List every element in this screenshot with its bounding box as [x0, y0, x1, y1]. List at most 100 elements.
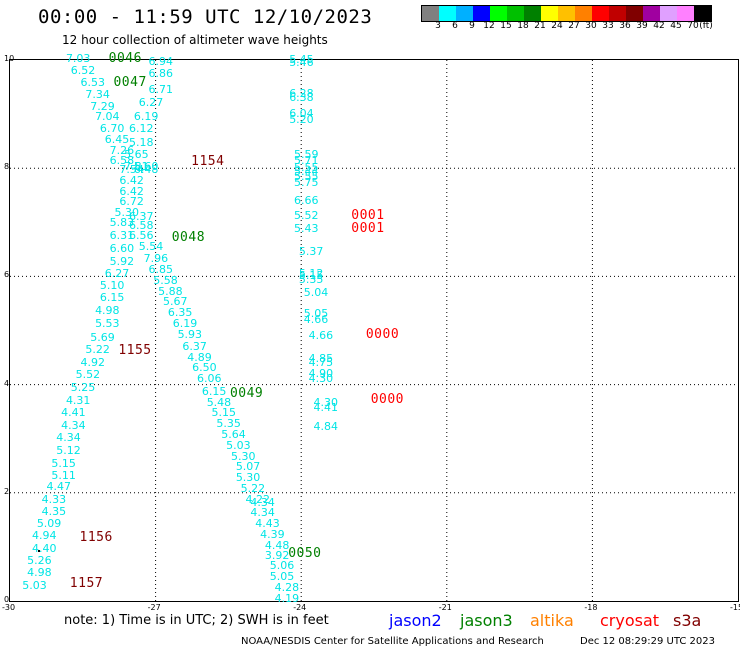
swh-reading: 4.19 [274, 591, 300, 605]
swh-reading: 6.42 [119, 173, 144, 187]
swh-reading: 5.15 [211, 406, 237, 420]
swh-reading: 5.05 [303, 307, 329, 321]
swh-reading: 5.18 [129, 135, 154, 149]
color-scale-label: 21 [534, 21, 546, 31]
swh-reading: 7.81 [124, 160, 149, 174]
swh-reading: 5.30 [230, 449, 256, 463]
legend-cryosat: cryosat [600, 611, 660, 630]
swh-reading: 6.37 [182, 339, 207, 353]
swh-reading: 5.52 [75, 368, 101, 382]
swh-reading: 6.04 [289, 107, 314, 121]
swh-reading: 5.10 [99, 279, 125, 293]
swh-reading: 5.54 [138, 240, 164, 254]
swh-reading: 6.70 [99, 122, 125, 136]
lon-tick-label: -21 [438, 603, 452, 612]
swh-reading: 5.12 [56, 444, 81, 458]
color-scale-label: 6 [452, 21, 458, 31]
swh-reading: 5.12 [298, 266, 324, 280]
swh-reading: 5.03 [22, 578, 47, 592]
swh-reading: 5.93 [177, 327, 203, 341]
swh-reading: 4.48 [264, 538, 290, 552]
footer-timestamp: Dec 12 08:29:29 UTC 2023 [580, 636, 715, 647]
swh-reading: 5.92 [109, 254, 135, 268]
swh-reading: 4.47 [46, 480, 72, 494]
swh-reading: 5.20 [289, 112, 314, 126]
color-scale-label: 45 [670, 21, 682, 31]
swh-reading: 7.96 [143, 252, 169, 266]
lat-tick-label: 8 [4, 162, 10, 172]
swh-reading: 5.22 [240, 482, 266, 496]
swh-reading: 4.33 [41, 492, 67, 506]
swh-reading: 4.39 [260, 528, 285, 542]
lon-tick-label: -15 [730, 603, 740, 612]
swh-reading: 4.92 [80, 356, 106, 370]
swh-reading: 7.54 [119, 162, 144, 176]
swh-reading: 6.66 [294, 193, 319, 207]
swh-reading: 5.67 [163, 295, 188, 309]
color-scale-label: 12 [483, 21, 495, 31]
swh-reading: 4.28 [274, 581, 300, 595]
color-scale-swatch [626, 6, 643, 21]
swh-reading: 6.60 [109, 242, 135, 256]
swh-reading: 6.86 [148, 67, 173, 81]
swh-reading: 6.31 [109, 228, 135, 242]
swh-reading: 5.07 [235, 460, 261, 474]
swh-reading: 5.64 [221, 427, 246, 441]
pass-time-label: 0046 [108, 51, 142, 66]
color-scale-swatch [592, 6, 609, 21]
swh-reading: 4.98 [27, 565, 52, 579]
pass-time-label: 1157 [69, 575, 104, 591]
legend-jason2: jason2 [389, 611, 442, 630]
swh-reading: 6.15 [201, 384, 227, 398]
swh-reading: 4.66 [303, 312, 329, 326]
swh-reading: 5.15 [298, 269, 324, 283]
swh-reading: 4.22 [245, 492, 271, 506]
color-scale-label: 42 [653, 21, 665, 31]
swh-reading: 4.66 [308, 328, 334, 342]
swh-reading: 6.94 [148, 54, 173, 68]
swh-reading: 4.40 [31, 541, 57, 555]
swh-reading: 4.30 [313, 395, 338, 409]
swh-reading: 4.35 [41, 505, 67, 519]
swh-reading: 7.04 [95, 110, 120, 124]
color-scale-labels: 3 6 9 12 15 18 21 24 27 30 33 36 39 42 45 70 (ft) [421, 21, 740, 35]
color-scale-swatch [473, 6, 490, 21]
swh-reading: 6.71 [148, 83, 173, 97]
swh-reading: 5.60 [133, 160, 159, 174]
swh-reading: 5.26 [27, 554, 52, 568]
color-scale-swatch [575, 6, 592, 21]
lon-tick-label: -24 [293, 603, 307, 612]
pass-time-label: 0048 [171, 229, 206, 245]
swh-reading: 4.75 [308, 356, 334, 370]
swh-reading: 5.45 [289, 53, 314, 67]
swh-reading: 4.30 [308, 372, 334, 386]
swh-reading: 3.92 [264, 548, 290, 562]
swh-reading: 6.19 [172, 317, 198, 331]
color-scale-swatch [507, 6, 524, 21]
swh-reading: 6.15 [99, 291, 125, 305]
color-scale-swatch [456, 6, 473, 21]
swh-reading: 6.45 [104, 133, 130, 147]
swh-reading: 6.38 [289, 90, 314, 104]
lat-tick-label: 10 [4, 54, 15, 63]
color-scale-label: 30 [585, 21, 597, 31]
swh-reading: 5.65 [124, 148, 149, 162]
swh-reading: 4.90 [308, 366, 334, 380]
lon-tick-label: -18 [584, 603, 598, 612]
swh-reading: 6.28 [289, 87, 314, 101]
swh-reading: 7.26 [109, 143, 135, 157]
swh-reading: 5.25 [70, 380, 96, 394]
color-scale-swatch [490, 6, 507, 21]
swh-reading: 6.42 [119, 184, 144, 198]
swh-reading: 4.34 [250, 495, 275, 509]
swh-reading: 5.88 [158, 284, 183, 298]
swh-reading: 5.43 [294, 222, 319, 236]
lat-tick-label: 2 [4, 486, 10, 496]
swh-reading: 5.69 [90, 330, 115, 344]
color-scale-swatch [609, 6, 626, 21]
color-scale-swatch [694, 6, 711, 21]
swh-reading: 5.35 [298, 272, 324, 286]
swh-reading: 7.29 [90, 99, 115, 113]
swh-reading: 4.34 [61, 418, 86, 432]
color-scale-label: 24 [551, 21, 563, 31]
